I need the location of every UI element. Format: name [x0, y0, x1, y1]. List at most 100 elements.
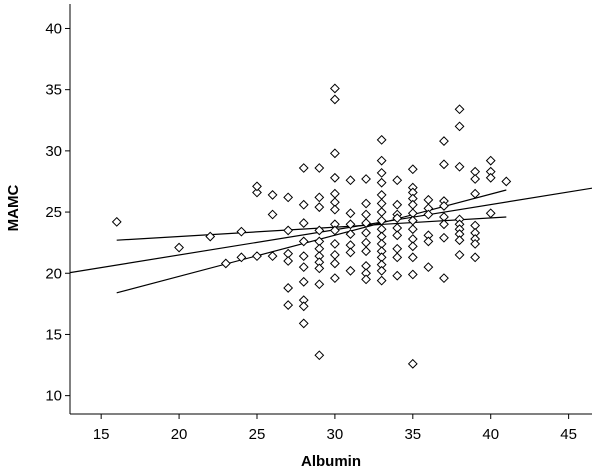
- data-point: [423, 209, 434, 220]
- data-point: [283, 256, 294, 266]
- data-point: [345, 208, 356, 219]
- data-point: [423, 262, 434, 273]
- data-point: [298, 218, 309, 228]
- data-point: [236, 252, 247, 263]
- data-point: [439, 273, 449, 284]
- x-tick-label: 40: [482, 426, 499, 443]
- data-point: [283, 283, 294, 293]
- data-point: [267, 251, 278, 262]
- data-point: [470, 188, 481, 199]
- data-point: [392, 230, 403, 241]
- data-point: [174, 242, 184, 253]
- data-point: [111, 216, 122, 227]
- data-point: [470, 174, 481, 184]
- data-point: [283, 225, 294, 236]
- x-tick-label: 45: [560, 426, 577, 443]
- data-point: [329, 238, 340, 249]
- data-point: [329, 249, 340, 260]
- data-point: [314, 225, 325, 236]
- data-point: [485, 172, 496, 183]
- data-point: [423, 236, 434, 247]
- data-point: [329, 148, 340, 159]
- data-point: [329, 83, 340, 94]
- data-point: [407, 199, 418, 210]
- data-point: [298, 276, 309, 287]
- data-point: [439, 201, 449, 211]
- data-point: [392, 252, 403, 263]
- regression-lines: [69, 187, 592, 294]
- y-tick-label: 35: [45, 82, 62, 99]
- data-point: [407, 252, 418, 263]
- data-point: [439, 219, 449, 230]
- data-point: [298, 301, 309, 312]
- data-point: [205, 231, 216, 242]
- data-point: [361, 246, 371, 257]
- data-point: [485, 155, 496, 166]
- data-point: [392, 270, 403, 281]
- x-axis-title: Albumin: [301, 453, 361, 470]
- data-point: [376, 207, 387, 217]
- data-point: [220, 258, 231, 269]
- data-point: [314, 163, 325, 173]
- data-point: [392, 213, 403, 224]
- data-point: [329, 258, 340, 269]
- x-tick-label: 15: [93, 426, 110, 443]
- data-point: [345, 175, 356, 186]
- data-point: [314, 192, 325, 203]
- data-point: [407, 269, 418, 280]
- data-point: [439, 159, 449, 170]
- data-point: [361, 227, 371, 238]
- data-point: [392, 175, 403, 186]
- data-point: [423, 194, 434, 205]
- data-point: [376, 265, 387, 276]
- data-point: [252, 251, 262, 262]
- y-tick-label: 30: [45, 143, 62, 160]
- data-point: [439, 232, 449, 243]
- data-point: [361, 174, 371, 184]
- data-point: [376, 198, 387, 209]
- y-tick-label: 20: [45, 265, 62, 282]
- y-tick-label: 15: [45, 326, 62, 343]
- data-point: [454, 121, 465, 132]
- data-point: [361, 218, 371, 228]
- axes: 15 20 25 30 35 40 45 10 15 20 25 30 35 40: [45, 4, 592, 443]
- data-point: [236, 226, 247, 237]
- data-point: [470, 238, 481, 249]
- data-point: [407, 224, 418, 235]
- x-tick-label: 20: [171, 426, 188, 443]
- data-point: [361, 274, 371, 285]
- data-point: [454, 104, 465, 115]
- data-point: [329, 94, 340, 105]
- data-point: [485, 208, 496, 219]
- y-tick-label: 40: [45, 20, 62, 37]
- data-point: [298, 262, 309, 273]
- data-point: [267, 190, 278, 200]
- data-point: [392, 243, 403, 254]
- data-point: [392, 199, 403, 210]
- data-point: [361, 237, 371, 248]
- x-tick-label: 30: [327, 426, 344, 443]
- data-point: [314, 279, 325, 290]
- data-point: [314, 202, 325, 213]
- data-point: [407, 164, 418, 175]
- y-tick-label: 10: [45, 388, 62, 405]
- data-point: [298, 236, 309, 247]
- data-point: [454, 249, 465, 260]
- data-point: [454, 161, 465, 172]
- data-point: [345, 219, 356, 230]
- x-tick-label: 35: [404, 426, 421, 443]
- data-point: [283, 192, 294, 203]
- data-point: [329, 188, 340, 199]
- data-point: [361, 209, 371, 220]
- x-ticks: 15 20 25 30 35 40 45: [93, 414, 577, 443]
- data-point: [470, 252, 481, 263]
- data-point: [252, 181, 262, 192]
- data-point: [329, 172, 340, 183]
- data-point: [376, 167, 387, 178]
- data-point: [439, 136, 449, 146]
- data-points: [111, 83, 512, 369]
- data-point: [407, 241, 418, 252]
- data-point: [329, 273, 340, 284]
- data-point: [298, 199, 309, 210]
- data-point: [298, 318, 309, 329]
